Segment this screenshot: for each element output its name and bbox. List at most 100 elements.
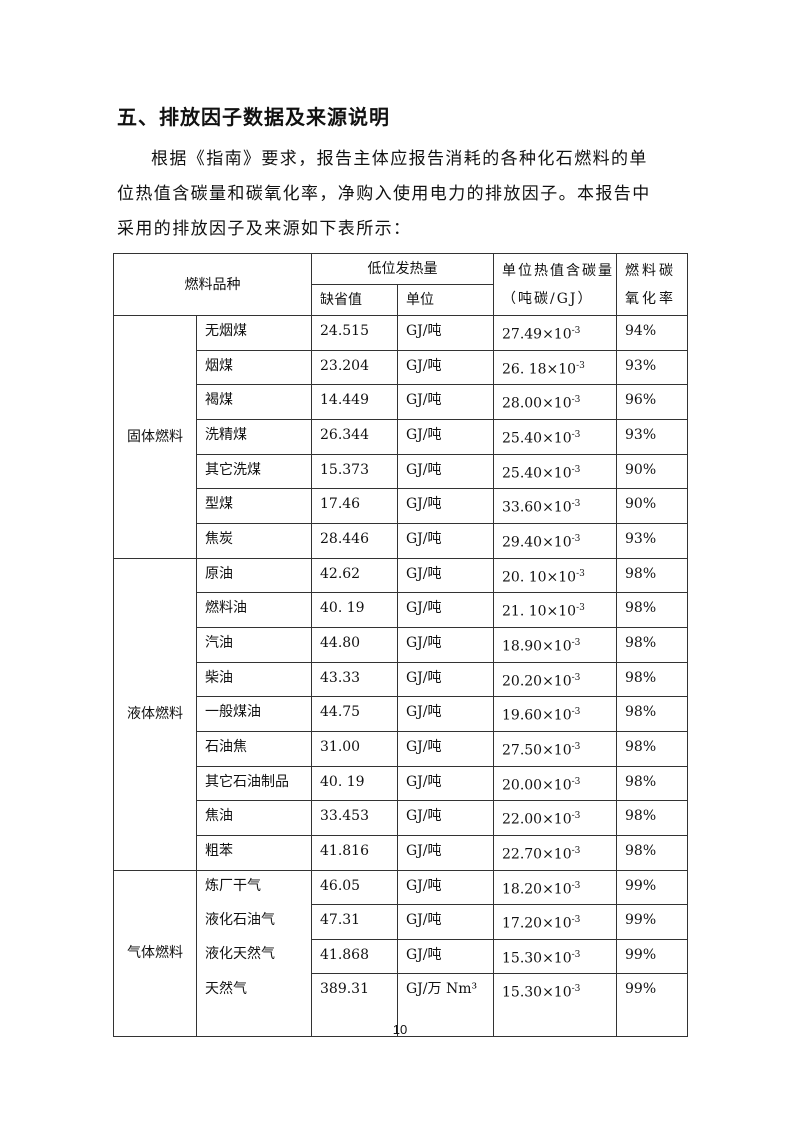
carbon-exponent: -3 [571, 915, 581, 926]
oxidation-rate: 99% [616, 973, 688, 1038]
oxidation-rate: 93% [616, 349, 688, 386]
carbon-exponent: -3 [571, 776, 581, 787]
carbon-exponent: -3 [571, 949, 581, 960]
default-value: 31.00 [311, 730, 398, 767]
unit: GJ/吨 [397, 488, 494, 524]
header-row: 缺省值 单位 [114, 284, 688, 316]
table-row: 粗苯 41.816 GJ/吨 22.70×10-3 98% [114, 834, 688, 871]
oxidation-rate: 98% [616, 592, 688, 628]
unit: GJ/吨 [397, 315, 494, 351]
carbon-base: 27.50×10 [502, 742, 572, 759]
carbon-exponent: -3 [576, 603, 585, 614]
carbon-exponent: -3 [571, 880, 581, 891]
carbon-base: 17.20×10 [502, 915, 572, 932]
carbon-exponent: -3 [571, 811, 581, 822]
unit: GJ/吨 [397, 765, 494, 802]
paragraph-line: 位热值含碳量和碳氧化率，净购入使用电力的排放因子。本报告中 [117, 184, 651, 204]
carbon-content: 22.00×10-3 [493, 800, 617, 836]
fuel-name: 褐煤 [196, 384, 312, 420]
carbon-base: 15.30×10 [502, 950, 572, 967]
header-row: 燃料品种 低位发热量 单位热值含碳量（吨碳/GJ） 燃料碳氧化率 [113, 253, 688, 316]
carbon-exponent: -3 [571, 533, 581, 544]
table-row: 固体燃料 无烟煤 24.515 GJ/吨 27.49×10-3 94% [113, 315, 688, 559]
header-fuel-type: 燃料品种 [113, 253, 312, 316]
oxidation-rate: 99% [616, 904, 688, 940]
unit: GJ/万 Nm³ [397, 973, 494, 1038]
unit: GJ/吨 [397, 349, 494, 386]
carbon-base: 20.20×10 [502, 673, 572, 690]
oxidation-rate: 90% [616, 453, 688, 490]
carbon-base: 33.60×10 [502, 499, 572, 516]
carbon-exponent: -3 [571, 326, 581, 336]
carbon-base: 27.49×10 [502, 326, 572, 343]
unit: GJ/吨 [397, 522, 494, 559]
carbon-exponent: -3 [571, 672, 581, 683]
table-row: 一般煤油 44.75 GJ/吨 19.60×10-3 98% [114, 696, 688, 732]
carbon-base: 28.00×10 [502, 395, 572, 412]
default-value: 41.816 [311, 834, 398, 871]
carbon-content: 25.40×10-3 [493, 418, 617, 455]
table-row: 焦油 33.453 GJ/吨 22.00×10-3 98% [114, 800, 688, 836]
carbon-base: 21. 10×10 [502, 603, 577, 620]
intro-paragraph: 根据《指南》要求，报告主体应报告消耗的各种化石燃料的单 位热值含碳量和碳氧化率，… [117, 142, 687, 247]
carbon-base: 18.20×10 [502, 881, 572, 898]
table-row: 焦炭 28.446 GJ/吨 29.40×10-3 93% [114, 522, 688, 559]
table-row: 天然气 389.31 GJ/万 Nm³ 15.30×10-3 99% [114, 973, 688, 1038]
carbon-content: 22.70×10-3 [493, 834, 617, 871]
carbon-exponent: -3 [571, 395, 581, 406]
paragraph-line: 根据《指南》要求，报告主体应报告消耗的各种化石燃料的单 [151, 149, 648, 169]
carbon-exponent: -3 [576, 360, 585, 371]
carbon-content: 25.40×10-3 [493, 453, 617, 490]
carbon-base: 22.70×10 [502, 846, 572, 863]
fuel-name: 石油焦 [196, 730, 312, 767]
carbon-base: 26. 18×10 [502, 361, 577, 378]
carbon-content: 20.20×10-3 [493, 661, 617, 698]
fuel-name: 天然气 [196, 973, 312, 1038]
unit: GJ/吨 [397, 453, 494, 490]
fuel-name: 汽油 [196, 626, 312, 663]
default-value: 42.62 [311, 557, 398, 594]
oxidation-rate: 96% [616, 384, 688, 420]
fuel-name: 柴油 [196, 661, 312, 698]
unit: GJ/吨 [397, 904, 494, 940]
fuel-name: 液化天然气 [196, 939, 312, 974]
unit: GJ/吨 [397, 592, 494, 628]
table-row: 液化天然气 41.868 GJ/吨 15.30×10-3 99% [114, 938, 688, 975]
carbon-base: 19.60×10 [502, 707, 572, 724]
carbon-base: 25.40×10 [502, 430, 572, 447]
fuel-name: 一般煤油 [196, 696, 312, 732]
fuel-name: 型煤 [196, 488, 312, 524]
table-row: 气体燃料 炼厂干气 46.05 GJ/吨 18.20×10-3 99% [113, 869, 688, 1038]
fuel-name: 其它洗煤 [196, 453, 312, 490]
carbon-content: 21. 10×10-3 [493, 592, 617, 628]
oxidation-rate: 90% [616, 488, 688, 524]
carbon-content: 28.00×10-3 [493, 384, 617, 420]
default-value: 43.33 [311, 661, 398, 698]
unit: GJ/吨 [397, 626, 494, 663]
default-value: 23.204 [311, 349, 398, 386]
carbon-content: 19.60×10-3 [493, 696, 617, 732]
default-value: 46.05 [311, 869, 398, 906]
carbon-exponent: -3 [576, 568, 585, 579]
fuel-name: 原油 [196, 557, 312, 594]
fuel-name: 炼厂干气 [196, 869, 312, 905]
carbon-exponent: -3 [571, 429, 581, 440]
default-value: 44.75 [311, 696, 398, 732]
carbon-exponent: -3 [571, 984, 581, 995]
table-row: 液体燃料 原油 42.62 GJ/吨 20. 10×10-3 98% [113, 557, 688, 871]
carbon-content: 27.50×10-3 [493, 730, 617, 767]
fuel-name: 烟煤 [196, 349, 312, 386]
oxidation-rate: 98% [616, 730, 688, 767]
unit: GJ/吨 [397, 834, 494, 871]
carbon-base: 20.00×10 [502, 777, 572, 794]
oxidation-rate: 93% [616, 522, 688, 559]
table-row: 洗精煤 26.344 GJ/吨 25.40×10-3 93% [114, 418, 688, 455]
unit: GJ/吨 [397, 938, 494, 975]
oxidation-rate: 94% [616, 315, 688, 351]
fuel-group: 液体燃料 [113, 557, 197, 871]
carbon-content: 33.60×10-3 [493, 488, 617, 524]
carbon-content: 15.30×10-3 [493, 973, 617, 1038]
oxidation-rate: 98% [616, 696, 688, 732]
fuel-name: 焦炭 [196, 522, 312, 559]
table-row: 柴油 43.33 GJ/吨 20.20×10-3 98% [114, 661, 688, 698]
